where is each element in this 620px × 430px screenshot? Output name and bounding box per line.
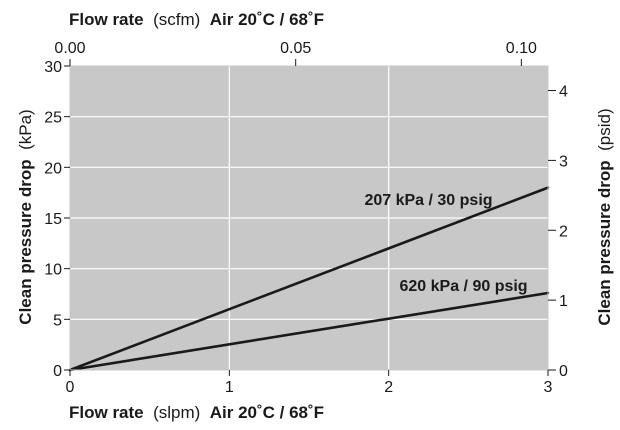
- top-x-axis-title-condition: Air 20˚C / 68˚F: [210, 10, 324, 29]
- right-y-tick-label: 0: [559, 363, 568, 380]
- grid-lines: [70, 66, 548, 370]
- left-y-tick-label: 15: [44, 211, 62, 228]
- series-label-207-kpa: 207 kPa / 30 psig: [364, 192, 492, 209]
- bottom-x-tick-label: 3: [544, 379, 553, 396]
- top-x-axis-title-unit: (scfm): [153, 10, 200, 29]
- bottom-x-axis-title-unit: (slpm): [153, 403, 200, 422]
- left-y-axis-title-unit: (kPa): [16, 109, 35, 150]
- bottom-x-tick-label: 2: [384, 379, 393, 396]
- series-lines: [68, 186, 550, 372]
- left-y-tick-label: 10: [44, 262, 62, 279]
- right-y-tick-label: 1: [559, 293, 568, 310]
- series-line-1: [68, 186, 550, 372]
- top-x-tick-label: 0.10: [506, 40, 537, 57]
- right-y-tick-label: 2: [559, 223, 568, 240]
- left-y-axis-title-main: Clean pressure drop: [16, 159, 35, 324]
- left-y-tick-label: 0: [53, 363, 62, 380]
- top-x-axis-title-main: Flow rate: [69, 10, 144, 29]
- bottom-x-axis-title: Flow rate (slpm) Air 20˚C / 68˚F: [69, 403, 324, 422]
- right-y-tick-label: 3: [559, 153, 568, 170]
- left-y-tick-label: 25: [44, 110, 62, 127]
- top-x-axis-title: Flow rate (scfm) Air 20˚C / 68˚F: [69, 10, 324, 29]
- bottom-x-axis-title-main: Flow rate: [69, 403, 144, 422]
- bottom-x-tick-label: 0: [66, 379, 75, 396]
- series-line-2: [68, 291, 550, 372]
- bottom-x-tick-label: 1: [225, 379, 234, 396]
- series-label-620-kpa: 620 kPa / 90 psig: [400, 278, 528, 295]
- right-y-tick-label: 4: [559, 84, 568, 101]
- right-y-axis-title-unit: (psid): [595, 108, 614, 151]
- left-y-tick-label: 5: [53, 312, 62, 329]
- left-y-axis-title: Clean pressure drop (kPa): [16, 109, 35, 324]
- right-y-axis-title-main: Clean pressure drop: [595, 160, 614, 325]
- axes: 0 1 2 3 0.00 0.05 0.10 0 5 10 15 20 25 30 0 1 2 3 4: [44, 40, 568, 396]
- left-y-tick-label: 30: [44, 59, 62, 76]
- right-y-axis-title: Clean pressure drop (psid): [595, 108, 614, 325]
- bottom-x-axis-title-condition: Air 20˚C / 68˚F: [210, 403, 324, 422]
- left-y-tick-label: 20: [44, 160, 62, 177]
- top-x-tick-label: 0.05: [280, 40, 311, 57]
- top-x-tick-label: 0.00: [54, 40, 85, 57]
